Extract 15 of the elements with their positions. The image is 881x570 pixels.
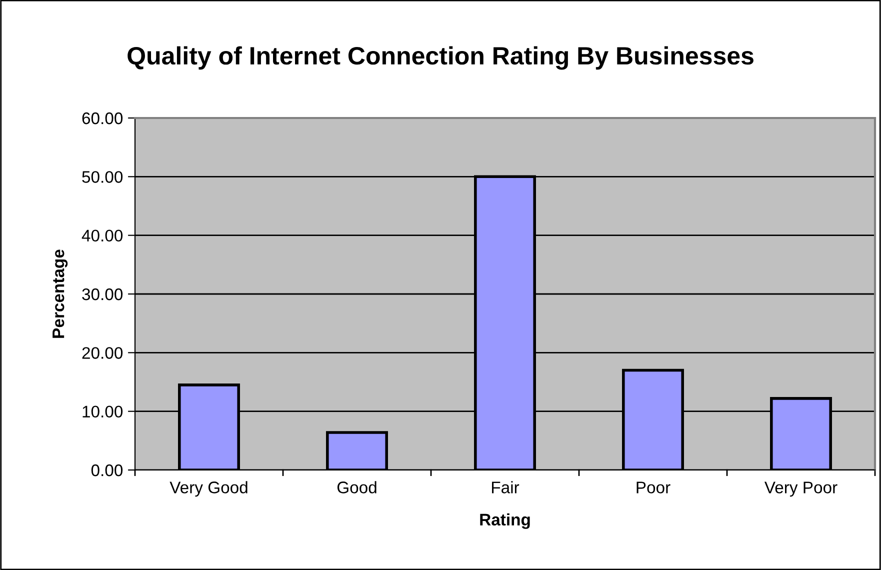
chart-title: Quality of Internet Connection Rating By Businesses xyxy=(128,46,754,70)
y-axis-title: Percentage xyxy=(52,250,68,338)
x-tick-label: Very Good xyxy=(170,481,248,497)
y-tick-label: 20.00 xyxy=(82,347,123,359)
x-tick-label: Fair xyxy=(492,481,520,494)
x-tick-label: Very Poor xyxy=(764,482,838,497)
y-tick-label: 0.00 xyxy=(91,464,123,476)
y-tick-label: 10.00 xyxy=(82,406,123,418)
x-tick-label: Good xyxy=(337,481,376,494)
x-tick-label: Poor xyxy=(636,482,670,494)
y-tick-label: 40.00 xyxy=(82,230,123,242)
y-tick-label: 60.00 xyxy=(82,112,123,124)
y-tick-label: 50.00 xyxy=(82,171,123,183)
x-axis-title: Rating xyxy=(480,513,530,529)
y-tick-label: 30.00 xyxy=(82,288,123,300)
